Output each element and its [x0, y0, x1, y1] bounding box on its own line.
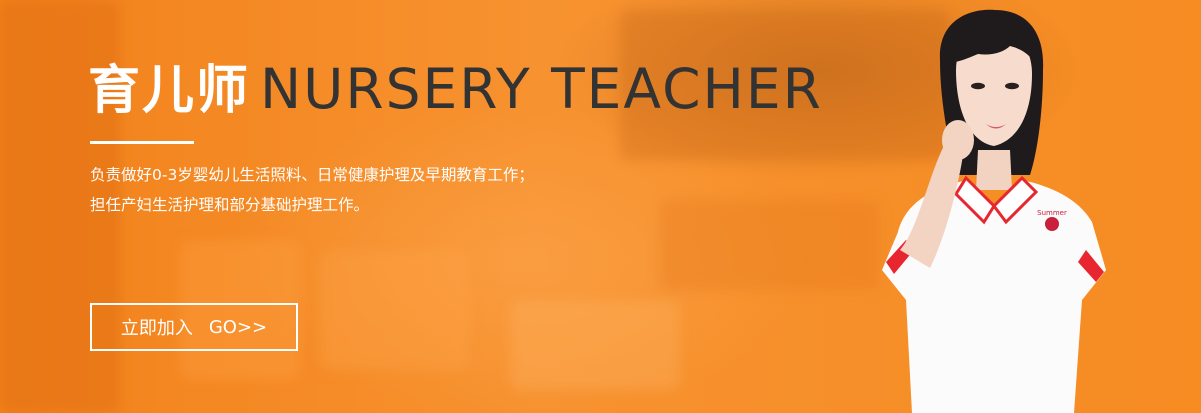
title-divider	[90, 141, 194, 144]
description-line-1: 负责做好0-3岁婴幼儿生活照料、日常健康护理及早期教育工作；	[90, 166, 534, 184]
background-blur-shape	[320, 250, 470, 370]
background-blur-shape	[180, 240, 300, 380]
title-chinese: 育儿师	[88, 61, 251, 121]
background-blur-ceiling	[620, 10, 950, 160]
description-line-2: 担任产妇生活护理和部分基础护理工作。	[90, 196, 370, 214]
join-now-button[interactable]: 立即加入 GO>>	[90, 303, 298, 351]
background-blur-shelf	[0, 0, 120, 413]
page-title: 育儿师 NURSERY TEACHER	[88, 55, 823, 131]
shirt-logo-text: Summer	[1037, 209, 1067, 217]
background-blur-shape	[510, 300, 680, 390]
nursery-teacher-photo: Summer	[882, 9, 1106, 413]
job-description: 负责做好0-3岁婴幼儿生活照料、日常健康护理及早期教育工作； 担任产妇生活护理和…	[90, 160, 534, 220]
go-arrow-label: GO>>	[208, 316, 268, 338]
title-english: NURSERY TEACHER	[260, 57, 823, 121]
background-blur-shape	[660, 200, 880, 290]
join-button-label: 立即加入	[120, 318, 193, 339]
